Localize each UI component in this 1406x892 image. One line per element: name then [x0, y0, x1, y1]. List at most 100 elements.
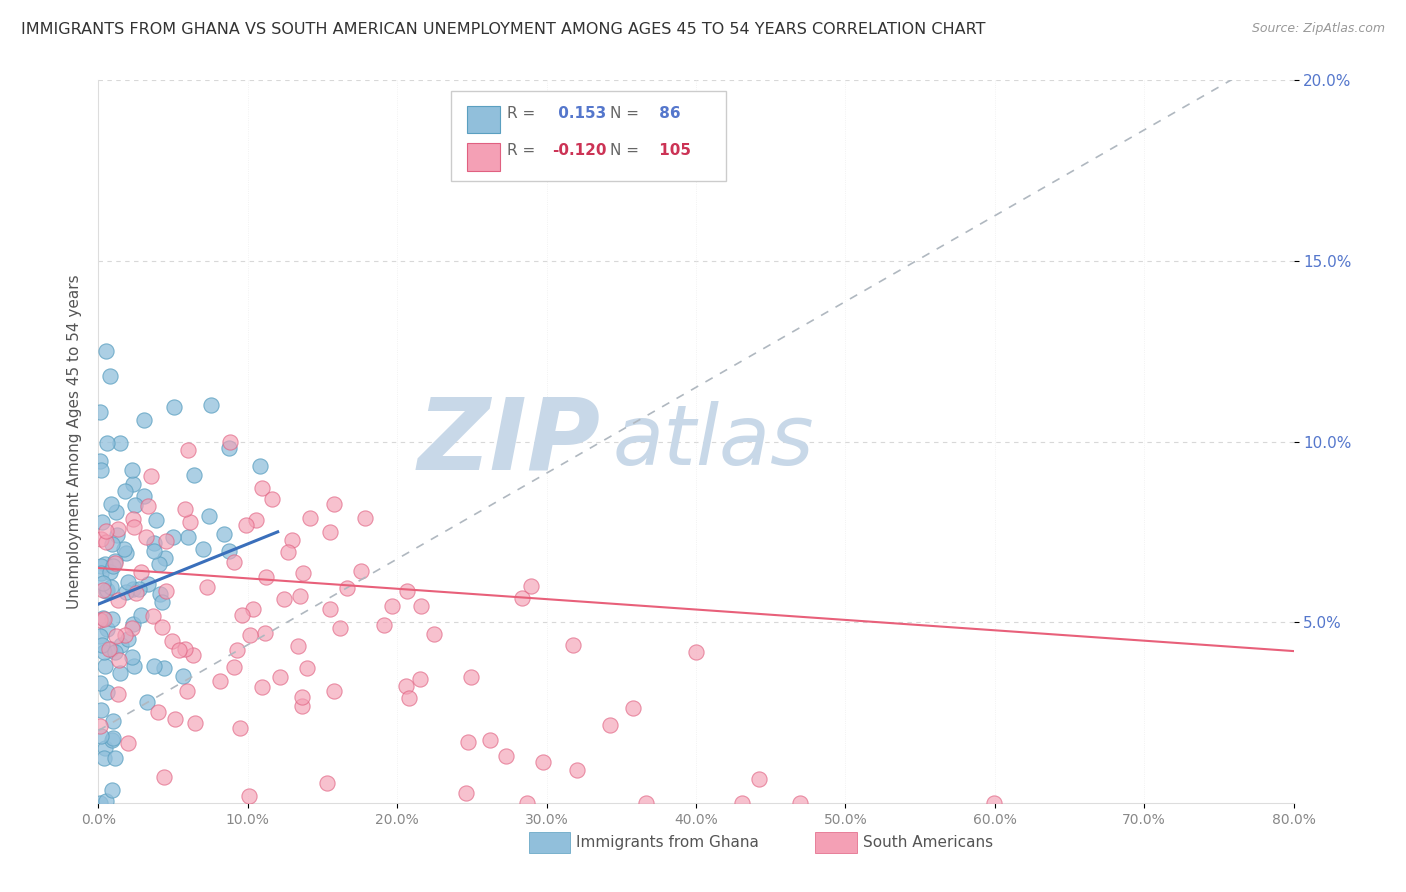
Point — [322, 497, 344, 511]
Point — [89, 613, 111, 627]
Point — [91, 582, 114, 597]
Point — [148, 705, 170, 719]
Point — [373, 618, 395, 632]
Point — [222, 659, 245, 673]
Point — [91, 575, 114, 590]
Point — [104, 554, 127, 568]
Point — [148, 557, 170, 571]
Point — [108, 653, 131, 667]
Point — [89, 719, 111, 733]
Point — [96, 623, 118, 637]
Y-axis label: Unemployment Among Ages 45 to 54 years: Unemployment Among Ages 45 to 54 years — [66, 274, 82, 609]
FancyBboxPatch shape — [815, 831, 858, 854]
Point — [298, 511, 321, 525]
Point — [292, 566, 315, 580]
Point — [565, 764, 588, 778]
Text: N =: N = — [610, 143, 644, 158]
Point — [101, 783, 124, 797]
Point — [136, 499, 159, 513]
Point — [409, 599, 432, 613]
Point — [409, 672, 432, 686]
Point — [153, 551, 176, 566]
Point — [100, 580, 122, 594]
Point — [222, 555, 245, 569]
Point — [101, 558, 124, 573]
Text: N =: N = — [610, 105, 644, 120]
Point — [105, 527, 128, 541]
Point — [200, 398, 222, 412]
Point — [121, 582, 143, 596]
Point — [176, 684, 198, 698]
FancyBboxPatch shape — [451, 91, 725, 181]
Point — [98, 368, 121, 383]
Point — [198, 509, 221, 524]
Point — [93, 751, 115, 765]
Text: ZIP: ZIP — [418, 393, 600, 490]
Point — [329, 621, 352, 635]
Point — [155, 583, 177, 598]
Point — [94, 343, 117, 358]
Point — [150, 595, 173, 609]
Point — [235, 517, 257, 532]
Point — [134, 489, 156, 503]
Point — [748, 772, 770, 786]
Point — [136, 694, 159, 708]
Point — [291, 690, 314, 704]
Point — [277, 545, 299, 559]
Point — [91, 611, 114, 625]
Point — [139, 469, 162, 483]
Point — [128, 582, 150, 596]
Point — [89, 405, 111, 419]
Point — [90, 703, 112, 717]
Text: -0.120: -0.120 — [553, 143, 607, 158]
Point — [101, 732, 124, 747]
Point — [731, 796, 754, 810]
Point — [90, 533, 112, 547]
Text: South Americans: South Americans — [863, 835, 994, 850]
Point — [214, 526, 236, 541]
Point — [94, 741, 117, 756]
Point — [98, 565, 121, 579]
Point — [94, 794, 117, 808]
Point — [454, 786, 477, 800]
Point — [510, 591, 533, 606]
Point — [104, 645, 127, 659]
Text: R =: R = — [508, 143, 540, 158]
Point — [322, 684, 344, 698]
Point — [153, 770, 176, 784]
Point — [242, 602, 264, 616]
Point — [142, 543, 165, 558]
Text: 105: 105 — [654, 143, 692, 158]
Point — [254, 570, 277, 584]
Point — [163, 712, 186, 726]
Point — [239, 628, 262, 642]
Point — [281, 533, 304, 547]
Point — [983, 796, 1005, 810]
Point — [121, 476, 143, 491]
Point — [93, 612, 115, 626]
Point — [167, 643, 190, 657]
Point — [107, 522, 129, 536]
Point — [319, 524, 342, 539]
FancyBboxPatch shape — [467, 105, 501, 133]
Point — [209, 674, 232, 689]
Point — [97, 641, 120, 656]
Point — [685, 644, 707, 658]
Point — [89, 796, 111, 810]
Point — [124, 520, 146, 534]
Point — [104, 629, 127, 643]
Point — [90, 463, 112, 477]
Point — [121, 621, 143, 635]
Point — [108, 436, 131, 450]
Point — [121, 512, 143, 526]
Point — [229, 721, 252, 735]
Point — [181, 648, 204, 663]
Point — [295, 661, 318, 675]
Point — [183, 468, 205, 483]
Point — [381, 599, 404, 614]
Point — [121, 649, 143, 664]
Point — [90, 559, 112, 574]
Point — [162, 400, 184, 414]
Point — [125, 586, 148, 600]
Point — [149, 586, 172, 600]
